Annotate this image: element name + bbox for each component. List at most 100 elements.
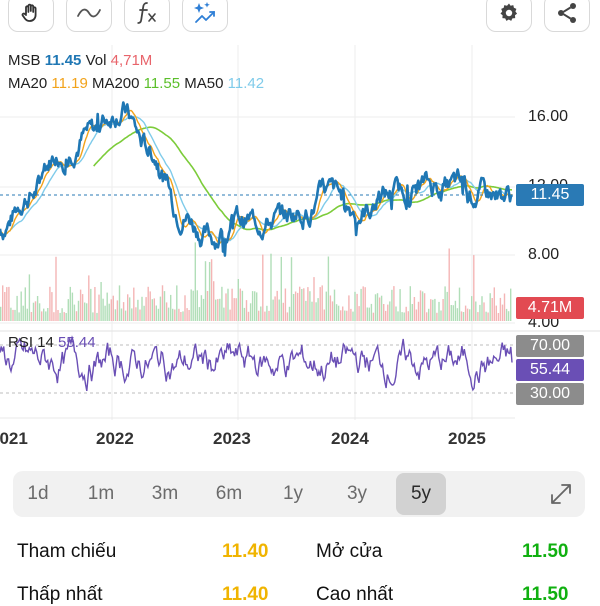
ai-magic-button[interactable] [182, 0, 228, 32]
period-1d-button[interactable]: 1d [27, 483, 49, 504]
volume-bar [20, 291, 22, 321]
volume-bar [45, 311, 47, 321]
volume-bar [112, 295, 114, 321]
period-3m-button[interactable]: 3m [151, 483, 179, 504]
period-selector: 1d 1m 3m 6m 1y 3y 5y [13, 471, 585, 517]
volume-bar [319, 287, 321, 321]
volume-bar [438, 301, 440, 321]
volume-bar [268, 310, 270, 321]
volume-bar [288, 306, 291, 321]
volume-bar [61, 308, 63, 321]
volume-bar [477, 312, 479, 321]
share-button[interactable] [544, 0, 590, 32]
price-chart[interactable]: 16.00 12.00 8.00 4.00 11.45 4.71M 70.00 … [0, 40, 600, 460]
volume-bar [442, 299, 444, 321]
volume-bar [327, 256, 330, 321]
volume-bar [172, 308, 174, 321]
volume-bar [219, 298, 221, 321]
volume-bar [163, 291, 166, 321]
period-5y-button[interactable]: 5y [396, 473, 446, 515]
volume-bar [124, 310, 127, 321]
volume-bar [358, 306, 360, 321]
volume-bar [200, 295, 203, 321]
volume-bar [329, 295, 332, 321]
volume-bar [264, 311, 266, 321]
volume-bar [354, 291, 356, 321]
volume-bar [278, 299, 280, 321]
x-axis-label: 2021 [0, 429, 28, 448]
volume-bar [217, 299, 219, 321]
volume-bar [188, 310, 190, 321]
volume-bar [483, 302, 485, 321]
legend-ma20-value: 11.19 [51, 75, 88, 92]
volume-bar [510, 288, 512, 321]
hand-icon [21, 3, 37, 22]
period-1m-button[interactable]: 1m [87, 483, 115, 504]
volume-bar [409, 286, 411, 321]
legend-symbol-value: 11.45 [44, 52, 82, 69]
volume-bar [47, 308, 49, 321]
volume-bar [102, 298, 104, 321]
volume-bar [57, 310, 59, 321]
volume-bar [192, 290, 194, 321]
legend-vol: Vol [85, 52, 107, 69]
volume-bar [337, 305, 340, 321]
volume-bar [167, 307, 170, 321]
volume-bar [323, 309, 325, 321]
hand-tool-button[interactable] [8, 0, 54, 32]
volume-bar [114, 309, 117, 321]
volume-bar [417, 301, 420, 321]
volume-bar [376, 293, 379, 321]
rsi-upper-badge: 70.00 [516, 335, 584, 357]
volume-bar [24, 287, 26, 321]
volume-bar [32, 302, 35, 321]
volume-bar [333, 289, 336, 321]
volume-bar [335, 304, 338, 321]
volume-bar [174, 309, 176, 321]
volume-bar [448, 248, 450, 321]
volume-bar [346, 310, 348, 321]
volume-bar [92, 312, 94, 321]
volume-bar [247, 311, 250, 321]
volume-bar [372, 312, 375, 321]
volume-bar [378, 297, 381, 321]
volume-bar [491, 298, 493, 321]
legend-ma50: MA50 [184, 75, 224, 92]
volume-bar [313, 277, 315, 321]
price-line [0, 101, 513, 257]
volume-bar [157, 308, 160, 321]
ma200-line [93, 126, 512, 231]
settings-button[interactable] [486, 0, 532, 32]
volume-bar [51, 292, 53, 321]
volume-bar [194, 242, 196, 321]
volume-bar [231, 288, 233, 321]
volume-bar [63, 312, 65, 321]
line-tool-button[interactable] [66, 0, 112, 32]
volume-bar [370, 303, 373, 321]
chart-gridlines [0, 45, 515, 420]
fullscreen-button[interactable] [548, 481, 574, 507]
volume-bar [133, 287, 135, 321]
volume-bar [77, 300, 80, 321]
volume-bar [387, 304, 389, 321]
volume-bar [473, 255, 475, 321]
volume-bar [28, 274, 31, 321]
chart-canvas[interactable] [0, 40, 600, 460]
indicator-button[interactable] [124, 0, 170, 32]
volume-bar [499, 297, 502, 321]
volume-bar [84, 302, 86, 321]
period-1y-button[interactable]: 1y [282, 483, 304, 504]
volume-bar [155, 305, 157, 321]
volume-bar [100, 282, 102, 321]
volume-bar [309, 291, 311, 321]
gear-icon [500, 3, 518, 21]
period-3y-button[interactable]: 3y [346, 483, 368, 504]
period-6m-button[interactable]: 6m [215, 483, 243, 504]
legend-symbol: MSB [8, 52, 41, 69]
volume-bar [331, 301, 334, 321]
volume-bar [96, 312, 98, 321]
volume-bar [86, 303, 88, 321]
volume-bar [391, 289, 393, 321]
volume-bar [104, 305, 106, 321]
volume-bar [65, 313, 67, 321]
